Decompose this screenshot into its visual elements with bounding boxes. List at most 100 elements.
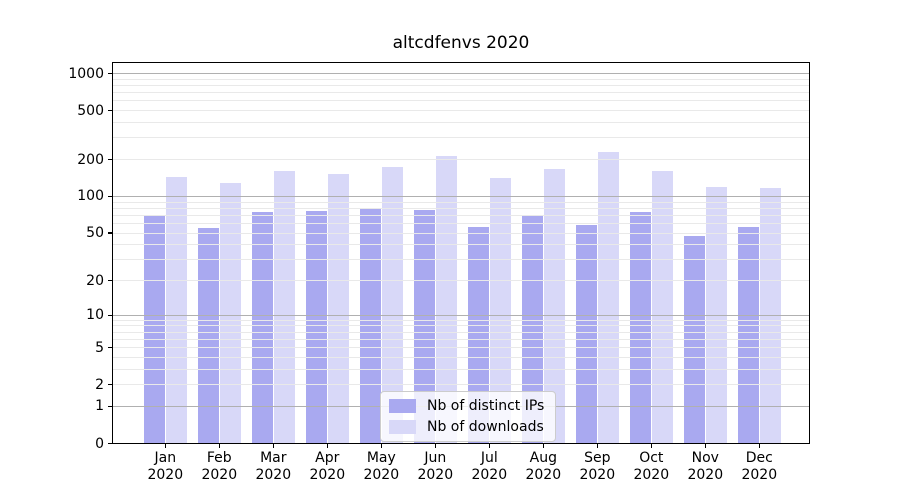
y-tick xyxy=(107,314,112,316)
y-tick-label: 1 xyxy=(95,398,104,415)
x-tick-month: Jun xyxy=(424,450,447,466)
y-tick xyxy=(107,346,112,349)
y-tick xyxy=(107,195,112,197)
x-tick-year: 2020 xyxy=(255,466,292,483)
bar-nb-of-distinct-ips-dec xyxy=(737,227,760,444)
x-tick-month: May xyxy=(366,450,396,466)
bar-nb-of-distinct-ips-apr xyxy=(305,210,328,444)
x-tick-month: Mar xyxy=(260,450,287,466)
bar-nb-of-downloads-apr xyxy=(327,174,350,444)
bar-nb-of-distinct-ips-sep xyxy=(575,225,598,444)
x-tick-label: Apr 2020 xyxy=(297,450,357,483)
minor-gridline xyxy=(112,214,810,216)
minor-gridline xyxy=(112,110,810,112)
x-tick xyxy=(596,443,598,448)
x-tick-month: Sep xyxy=(584,450,611,466)
x-tick-month: Aug xyxy=(529,450,557,466)
minor-gridline xyxy=(112,201,810,203)
x-tick-label: Jan 2020 xyxy=(135,450,195,483)
bar-nb-of-downloads-jan xyxy=(165,177,188,444)
x-tick-month: Feb xyxy=(206,450,232,466)
y-tick xyxy=(107,442,112,445)
legend-swatch-downloads xyxy=(389,420,416,434)
minor-gridline xyxy=(112,384,810,386)
chart-title: altcdfenvs 2020 xyxy=(392,33,530,53)
x-tick-label: May 2020 xyxy=(351,450,411,483)
y-tick-label: 1000 xyxy=(68,65,104,82)
legend-item-distinct-ips: Nb of distinct IPs xyxy=(389,399,544,413)
y-tick-label: 100 xyxy=(77,188,104,205)
major-gridline xyxy=(112,195,810,197)
bar-nb-of-distinct-ips-jul xyxy=(467,227,490,444)
x-tick xyxy=(434,443,436,448)
legend-label-distinct-ips: Nb of distinct IPs xyxy=(427,398,545,414)
y-tick-label: 2 xyxy=(95,376,104,393)
bar-nb-of-downloads-dec xyxy=(759,188,782,444)
x-tick-month: Nov xyxy=(691,450,719,466)
x-tick-label: Jun 2020 xyxy=(405,450,465,483)
x-tick-label: Nov 2020 xyxy=(675,450,735,483)
minor-gridline xyxy=(112,368,810,370)
bar-nb-of-downloads-mar xyxy=(273,170,296,444)
x-tick-year: 2020 xyxy=(363,466,400,483)
x-tick xyxy=(704,443,706,448)
x-tick-label: Oct 2020 xyxy=(621,450,681,483)
x-tick-month: Jan xyxy=(154,450,177,466)
x-tick xyxy=(380,443,382,448)
x-tick xyxy=(326,443,328,448)
minor-gridline xyxy=(112,100,810,102)
x-tick xyxy=(542,443,544,448)
bar-nb-of-downloads-jun xyxy=(435,155,458,444)
x-tick-label: Aug 2020 xyxy=(513,450,573,483)
bar-nb-of-downloads-aug xyxy=(543,169,566,444)
x-tick xyxy=(650,443,652,448)
x-tick-label: Mar 2020 xyxy=(243,450,303,483)
bar-nb-of-distinct-ips-mar xyxy=(251,211,274,444)
y-tick xyxy=(107,279,112,282)
x-tick-year: 2020 xyxy=(471,466,508,483)
minor-gridline xyxy=(112,222,810,224)
minor-gridline xyxy=(112,325,810,327)
y-tick-label: 500 xyxy=(77,102,104,119)
x-tick-month: Dec xyxy=(745,450,773,466)
minor-gridline xyxy=(112,207,810,209)
minor-gridline xyxy=(112,280,810,281)
plot-area: Nb of distinct IPs Nb of downloads xyxy=(112,62,810,444)
y-tick xyxy=(107,158,112,161)
x-tick-year: 2020 xyxy=(147,466,184,483)
bar-nb-of-distinct-ips-feb xyxy=(197,228,220,444)
y-tick-label: 200 xyxy=(77,151,104,168)
minor-gridline xyxy=(112,159,810,161)
bar-nb-of-distinct-ips-nov xyxy=(683,236,706,444)
major-gridline xyxy=(112,314,810,316)
x-tick-month: Oct xyxy=(639,450,664,466)
x-tick-year: 2020 xyxy=(525,466,562,483)
x-tick xyxy=(272,443,274,448)
y-tick xyxy=(107,384,112,386)
bar-nb-of-distinct-ips-jun xyxy=(413,210,436,444)
bar-nb-of-distinct-ips-jan xyxy=(143,216,166,444)
minor-gridline xyxy=(112,356,810,358)
minor-gridline xyxy=(112,92,810,94)
bar-nb-of-distinct-ips-aug xyxy=(521,215,544,444)
x-tick-year: 2020 xyxy=(633,466,670,483)
x-tick xyxy=(758,443,760,448)
minor-gridline xyxy=(112,347,810,349)
major-gridline xyxy=(112,73,810,75)
x-tick-label: Dec 2020 xyxy=(729,450,789,483)
x-tick-month: Apr xyxy=(315,450,340,466)
y-tick xyxy=(107,110,112,112)
y-tick xyxy=(107,405,112,407)
minor-gridline xyxy=(112,319,810,321)
x-tick-year: 2020 xyxy=(579,466,616,483)
x-tick-year: 2020 xyxy=(201,466,238,483)
x-tick-year: 2020 xyxy=(687,466,724,483)
minor-gridline xyxy=(112,122,810,124)
minor-gridline xyxy=(112,338,810,340)
minor-gridline xyxy=(112,137,810,139)
legend-item-downloads: Nb of downloads xyxy=(389,420,544,434)
x-tick-year: 2020 xyxy=(309,466,346,483)
y-tick xyxy=(107,232,112,234)
bar-nb-of-downloads-oct xyxy=(651,170,674,444)
